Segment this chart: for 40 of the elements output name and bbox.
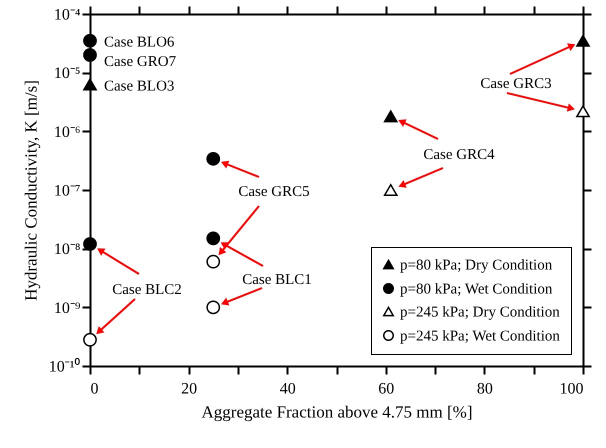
x-tick-label: 60 [378, 380, 394, 398]
point [384, 184, 398, 196]
point [576, 105, 590, 118]
point [206, 300, 220, 314]
point [83, 78, 97, 90]
point [576, 34, 590, 47]
annotation: Case BLO3 [104, 78, 174, 94]
y-tick-label: 10⁻⁵ [54, 65, 80, 82]
annotation: Case BLC2 [112, 282, 182, 298]
annotation: Case GRO7 [104, 54, 177, 70]
annotation: Case GRC5 [238, 184, 310, 200]
y-tick-label: 10⁻⁷ [54, 182, 80, 200]
y-axis-title: Hydraulic Conductivity, K [m/s] [22, 80, 41, 301]
point [206, 231, 220, 246]
x-axis-title: Aggregate Fraction above 4.75 mm [%] [202, 402, 472, 422]
annotation: Case BLC1 [242, 272, 312, 288]
annotation: Case GRC4 [423, 147, 496, 163]
point [206, 254, 220, 269]
legend-label: p=80 kPa; Dry Condition [400, 258, 553, 274]
legend-label: p=80 kPa; Wet Condition [400, 282, 553, 298]
point [83, 34, 97, 48]
point [384, 110, 398, 122]
x-tick-label: 80 [476, 380, 493, 398]
y-tick-label: 10⁻⁶ [54, 124, 80, 141]
legend-label: p=245 kPa; Wet Condition [400, 328, 560, 344]
point [83, 48, 97, 62]
y-tick-label: 10⁻⁹ [54, 300, 81, 317]
point [83, 332, 97, 347]
annotation: Case BLO6 [104, 34, 175, 51]
x-tick-label: 20 [181, 380, 198, 398]
y-tick-label: 10⁻⁴ [54, 6, 81, 24]
x-tick-label: 0 [90, 380, 98, 398]
point [83, 237, 97, 251]
x-tick-label: 40 [280, 380, 296, 398]
point [206, 152, 220, 166]
legend-label: p=245 kPa; Dry Condition [400, 304, 560, 320]
y-tick-label: 10⁻¹⁰ [48, 358, 80, 376]
y-tick-label: 10⁻⁸ [54, 241, 80, 258]
annotation: Case GRC3 [480, 76, 552, 92]
x-tick-label: 100 [560, 380, 584, 398]
